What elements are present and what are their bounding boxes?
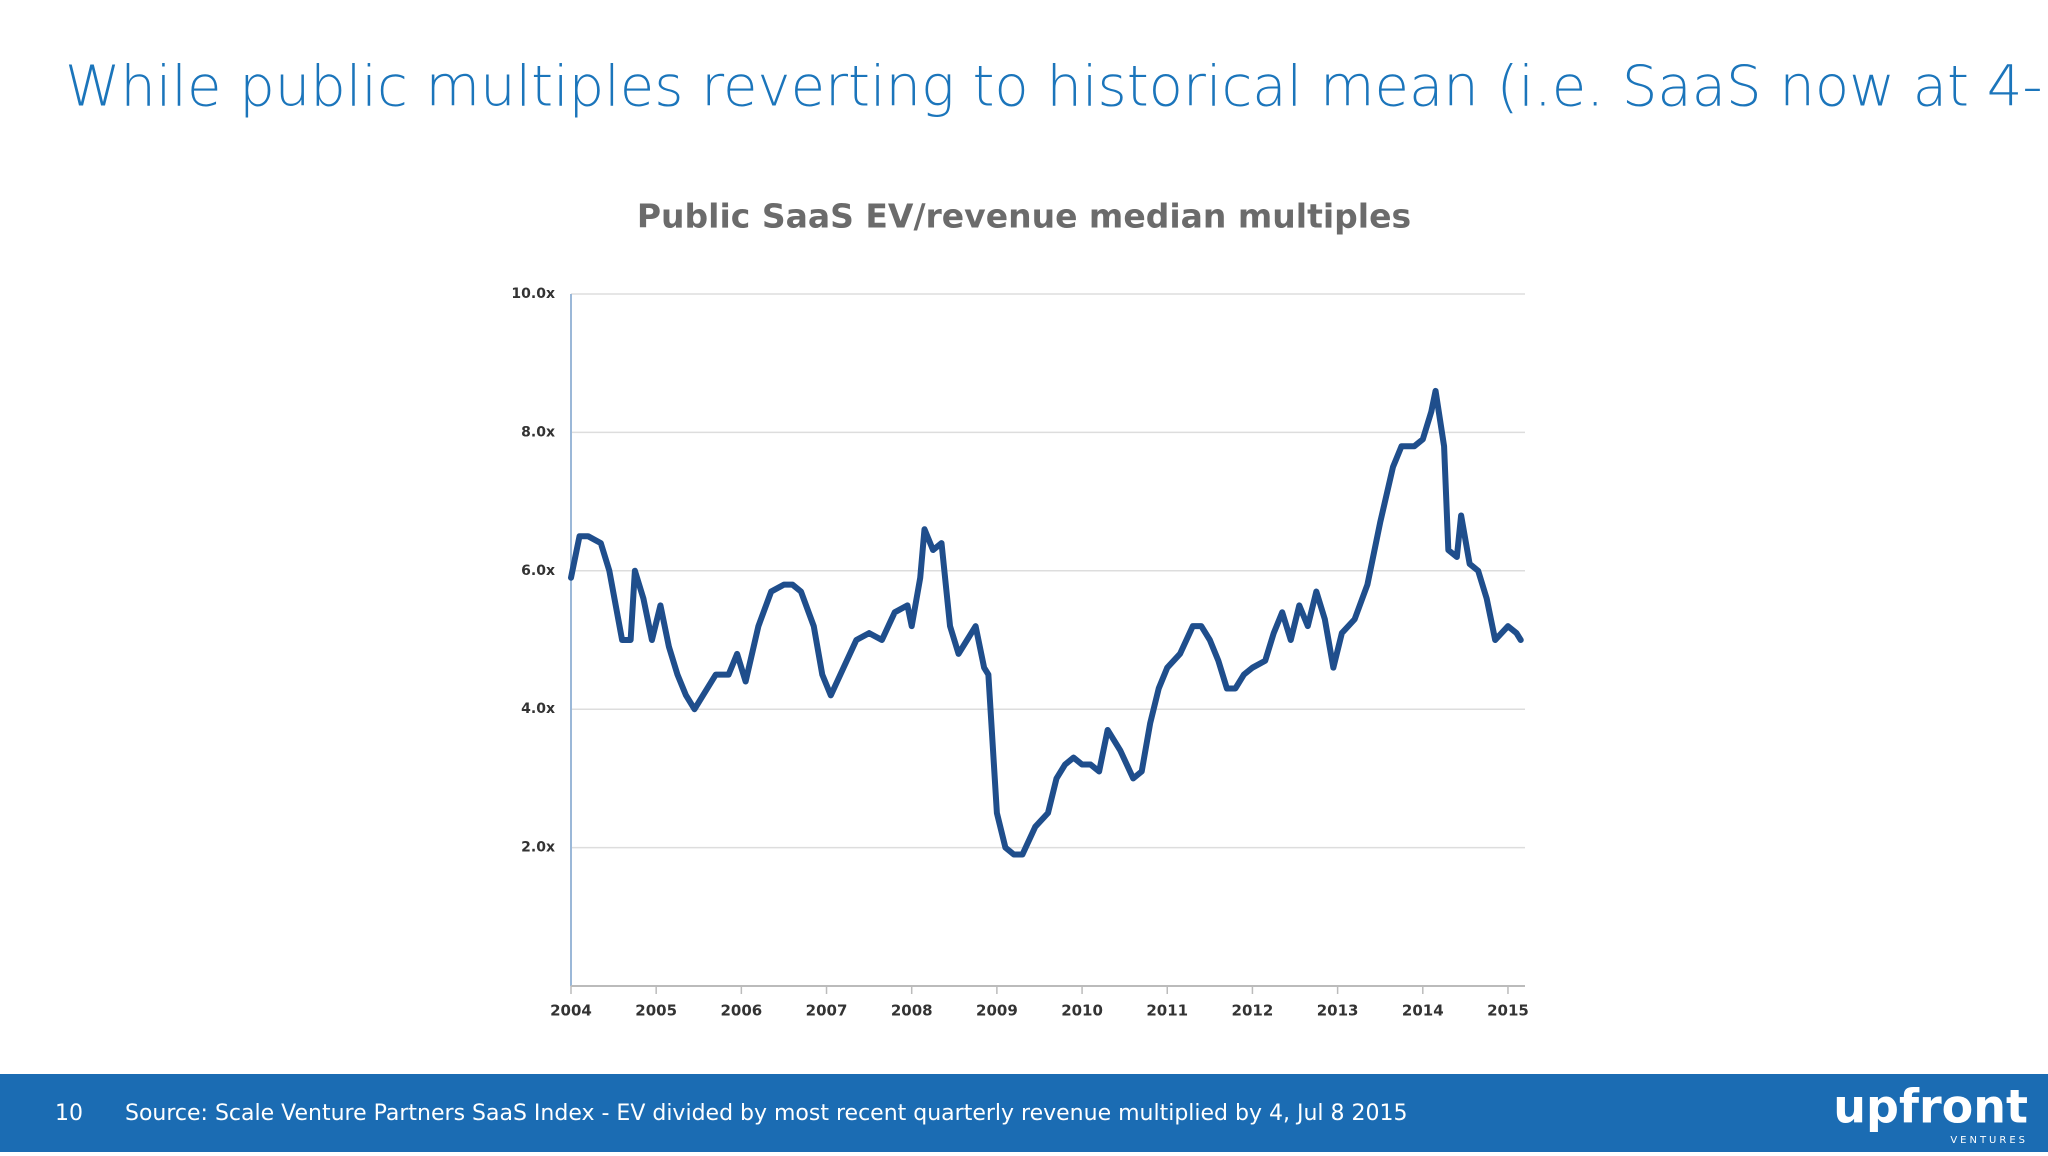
x-tick-label: 2010 (1061, 1002, 1103, 1020)
x-tick-label: 2004 (550, 1002, 592, 1020)
logo-sub: VENTURES (1950, 1135, 2028, 1146)
source-note: Source: Scale Venture Partners SaaS Inde… (125, 1101, 1407, 1126)
y-tick-label: 8.0x (521, 424, 555, 440)
chart-title: Public SaaS EV/revenue median multiples (637, 197, 1411, 236)
x-tick-label: 2007 (806, 1002, 848, 1020)
data-line (568, 387, 1524, 858)
x-tick-label: 2005 (635, 1002, 677, 1020)
x-tick-label: 2011 (1146, 1002, 1188, 1020)
x-tick-label: 2012 (1232, 1002, 1274, 1020)
y-tick-label: 4.0x (521, 701, 555, 717)
x-tick-label: 2013 (1317, 1002, 1359, 1020)
x-tick-label: 2008 (891, 1002, 933, 1020)
y-tick-label: 6.0x (521, 563, 555, 579)
page-number: 10 (55, 1101, 83, 1126)
y-tick-label: 2.0x (521, 840, 555, 856)
footer-band (0, 1074, 2048, 1152)
x-tick-label: 2009 (976, 1002, 1018, 1020)
x-tick-label: 2015 (1487, 1002, 1529, 1020)
x-tick-label: 2006 (720, 1002, 762, 1020)
logo: upfront (1833, 1080, 2028, 1134)
x-tick-label: 2014 (1402, 1002, 1444, 1020)
slide-title: While public multiples reverting to hist… (65, 54, 2048, 119)
y-tick-label: 10.0x (511, 286, 555, 302)
